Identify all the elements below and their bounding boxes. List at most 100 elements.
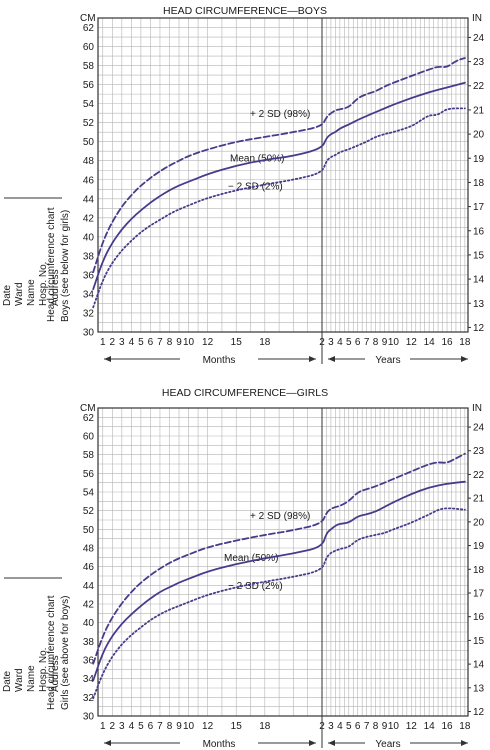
y-tick-label-cm: 32: [83, 308, 95, 319]
x-tick-label-year: 5: [346, 337, 352, 348]
y-tick-label-in: 13: [473, 299, 485, 310]
y-tick-label-cm: 36: [83, 270, 95, 281]
y-tick-label-in: 18: [473, 178, 485, 189]
chart-boys-xlabel-months: Months: [203, 355, 236, 366]
y-tick-label-cm: 60: [83, 432, 95, 443]
chart-girls-label-minus2sd: − 2 SD (2%): [228, 581, 283, 592]
y-tick-label-cm: 54: [83, 99, 95, 110]
arrowhead-months-right: [309, 740, 316, 746]
chart-boys-unit-in: IN: [472, 13, 482, 24]
x-tick-label-month: 2: [110, 337, 116, 348]
y-tick-label-in: 14: [473, 660, 485, 671]
y-tick-label-in: 18: [473, 565, 485, 576]
chart-boys-label-minus2sd: − 2 SD (2%): [228, 181, 283, 192]
x-tick-label-month: 10: [183, 721, 195, 732]
x-tick-label-year: 12: [406, 721, 418, 732]
y-tick-label-cm: 52: [83, 506, 95, 517]
arrowhead-years-left: [328, 356, 335, 362]
x-tick-label-year: 7: [364, 721, 370, 732]
y-tick-label-in: 19: [473, 154, 485, 165]
side-field-name: Name: [26, 665, 37, 692]
chart-boys-side-label-1: Head circumference chart: [46, 207, 57, 322]
y-tick-label-cm: 44: [83, 194, 95, 205]
y-tick-label-cm: 48: [83, 544, 95, 555]
chart-girls: HEAD CIRCUMFERENCE—GIRLS CM IN Months Ye…: [46, 387, 485, 750]
y-tick-label-cm: 62: [83, 413, 95, 424]
y-tick-label-cm: 44: [83, 581, 95, 592]
chart-girls-unit-in: IN: [472, 403, 482, 414]
x-tick-label-month: 4: [129, 337, 135, 348]
x-tick-label-month: 18: [259, 721, 271, 732]
x-tick-label-year: 4: [337, 337, 343, 348]
y-tick-label-in: 20: [473, 517, 485, 528]
chart-girls-series-plus2sd: [92, 452, 466, 665]
y-tick-label-cm: 32: [83, 693, 95, 704]
side-field-date: Date: [2, 670, 13, 692]
x-tick-label-month: 1: [100, 721, 106, 732]
side-field-address: Address: [50, 655, 61, 692]
x-tick-label-month: 5: [138, 337, 144, 348]
x-tick-label-year: 8: [373, 721, 379, 732]
x-tick-label-year: 3: [328, 721, 334, 732]
y-tick-label-cm: 38: [83, 637, 95, 648]
x-tick-label-month: 10: [183, 337, 195, 348]
chart-girls-side-label-1: Head circumference chart: [46, 595, 57, 710]
chart-girls-label-plus2sd: + 2 SD (98%): [250, 511, 310, 522]
x-tick-label-month: 6: [148, 721, 154, 732]
x-tick-label-month: 15: [231, 337, 243, 348]
y-tick-label-cm: 40: [83, 232, 95, 243]
y-tick-label-cm: 62: [83, 23, 95, 34]
x-tick-label-year: 16: [441, 337, 453, 348]
side-panel-girls: Date Ward Name Hosp. No. Address: [2, 577, 62, 692]
chart-girls-unit-cm: CM: [80, 403, 96, 414]
y-tick-label-cm: 42: [83, 213, 95, 224]
y-tick-label-cm: 38: [83, 251, 95, 262]
x-tick-label-month: 18: [259, 337, 271, 348]
side-field-ward: Ward: [14, 282, 25, 306]
y-tick-label-in: 14: [473, 275, 485, 286]
y-tick-label-in: 24: [473, 33, 485, 44]
y-tick-label-cm: 34: [83, 674, 95, 685]
x-tick-label-month: 4: [129, 721, 135, 732]
side-field-date: Date: [2, 284, 13, 306]
x-tick-label-year: 18: [459, 721, 471, 732]
x-tick-label-month: 1: [100, 337, 106, 348]
y-tick-label-in: 16: [473, 612, 485, 623]
x-tick-label-month: 3: [119, 337, 125, 348]
arrowhead-years-left: [328, 740, 335, 746]
side-field-hosp-no: Hosp. No.: [38, 262, 49, 306]
arrowhead-left: [104, 740, 111, 746]
x-tick-label-year: 18: [459, 337, 471, 348]
x-tick-label-year: 6: [355, 721, 361, 732]
x-tick-label-year: 14: [424, 337, 436, 348]
x-tick-label-year: 3: [328, 337, 334, 348]
chart-girls-frame: [97, 407, 469, 717]
chart-boys-xlabel-years: Years: [375, 355, 400, 366]
x-tick-label-year: 4: [337, 721, 343, 732]
x-tick-label-month: 15: [231, 721, 243, 732]
y-tick-label-in: 12: [473, 323, 485, 334]
y-tick-label-in: 15: [473, 250, 485, 261]
chart-girls-series-minus2sd: [92, 507, 466, 700]
y-tick-label-in: 19: [473, 541, 485, 552]
y-tick-label-cm: 60: [83, 42, 95, 53]
y-tick-label-in: 22: [473, 81, 485, 92]
x-tick-label-year: 8: [373, 337, 379, 348]
chart-girls-xlabel-months: Months: [203, 739, 236, 750]
y-tick-label-cm: 46: [83, 175, 95, 186]
chart-boys-series-mean: [92, 81, 466, 291]
x-tick-label-year: 14: [424, 721, 436, 732]
chart-boys-label-plus2sd: + 2 SD (98%): [250, 109, 310, 120]
y-tick-label-cm: 52: [83, 118, 95, 129]
arrowhead-years-right: [461, 740, 468, 746]
x-tick-label-month: 12: [202, 337, 214, 348]
y-tick-label-cm: 34: [83, 289, 95, 300]
chart-boys-label-mean: Mean (50%): [230, 154, 284, 165]
y-tick-label-cm: 58: [83, 61, 95, 72]
x-tick-label-month: 7: [157, 721, 163, 732]
y-tick-label-cm: 56: [83, 80, 95, 91]
x-tick-label-year: 10: [388, 337, 400, 348]
y-tick-label-cm: 36: [83, 656, 95, 667]
chart-boys-side-label-2: Boys (see below for girls): [60, 210, 71, 322]
